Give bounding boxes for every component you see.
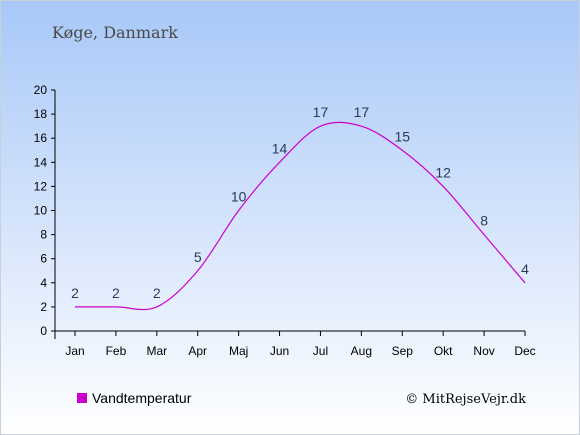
axes bbox=[51, 90, 525, 339]
data-labels: 2 2 2 5 10 14 17 17 15 12 8 4 bbox=[71, 104, 529, 301]
data-label: 4 bbox=[521, 261, 529, 277]
x-tick-label: Jan bbox=[65, 344, 84, 358]
location-title: Køge, Danmark bbox=[52, 23, 178, 42]
y-tick-label: 0 bbox=[40, 324, 47, 338]
y-tick-label: 4 bbox=[40, 276, 47, 290]
data-label: 5 bbox=[194, 249, 202, 265]
data-label: 2 bbox=[112, 285, 120, 301]
data-label: 17 bbox=[313, 104, 329, 120]
y-tick-label: 6 bbox=[40, 252, 47, 266]
x-axis-ticks: Jan Feb Mar Apr Maj Jun Jul Aug Sep Okt Nov Dec bbox=[65, 331, 536, 358]
x-tick-label: Nov bbox=[473, 344, 494, 358]
copyright-text: © MitRejseVejr.dk bbox=[405, 392, 526, 407]
y-tick-label: 20 bbox=[34, 83, 48, 97]
data-label: 10 bbox=[231, 189, 247, 205]
data-label: 2 bbox=[153, 285, 161, 301]
x-tick-label: Maj bbox=[229, 344, 248, 358]
y-tick-label: 10 bbox=[34, 204, 48, 218]
legend-label: Vandtemperatur bbox=[92, 390, 192, 406]
x-tick-label: Apr bbox=[188, 344, 207, 358]
y-tick-label: 12 bbox=[34, 179, 48, 193]
y-tick-label: 18 bbox=[34, 107, 48, 121]
y-axis-ticks: 0 2 4 6 8 10 12 14 16 18 20 bbox=[34, 83, 55, 338]
y-tick-label: 14 bbox=[34, 155, 48, 169]
x-tick-label: Okt bbox=[434, 344, 453, 358]
data-label: 2 bbox=[71, 285, 79, 301]
x-tick-label: Jul bbox=[313, 344, 328, 358]
data-label: 14 bbox=[272, 140, 288, 156]
x-tick-label: Sep bbox=[392, 344, 414, 358]
data-label: 17 bbox=[354, 104, 370, 120]
series-vandtemperatur bbox=[74, 121, 526, 311]
x-tick-label: Aug bbox=[351, 344, 372, 358]
x-tick-label: Mar bbox=[146, 344, 167, 358]
data-label: 12 bbox=[435, 164, 451, 180]
data-label: 8 bbox=[480, 213, 488, 229]
x-tick-label: Dec bbox=[514, 344, 535, 358]
x-tick-label: Feb bbox=[106, 344, 127, 358]
x-tick-label: Jun bbox=[270, 344, 289, 358]
y-tick-label: 8 bbox=[40, 228, 47, 242]
series-line bbox=[74, 121, 526, 311]
y-tick-label: 16 bbox=[34, 131, 48, 145]
data-label: 15 bbox=[394, 128, 410, 144]
y-tick-label: 2 bbox=[40, 300, 47, 314]
legend-swatch bbox=[77, 393, 87, 403]
